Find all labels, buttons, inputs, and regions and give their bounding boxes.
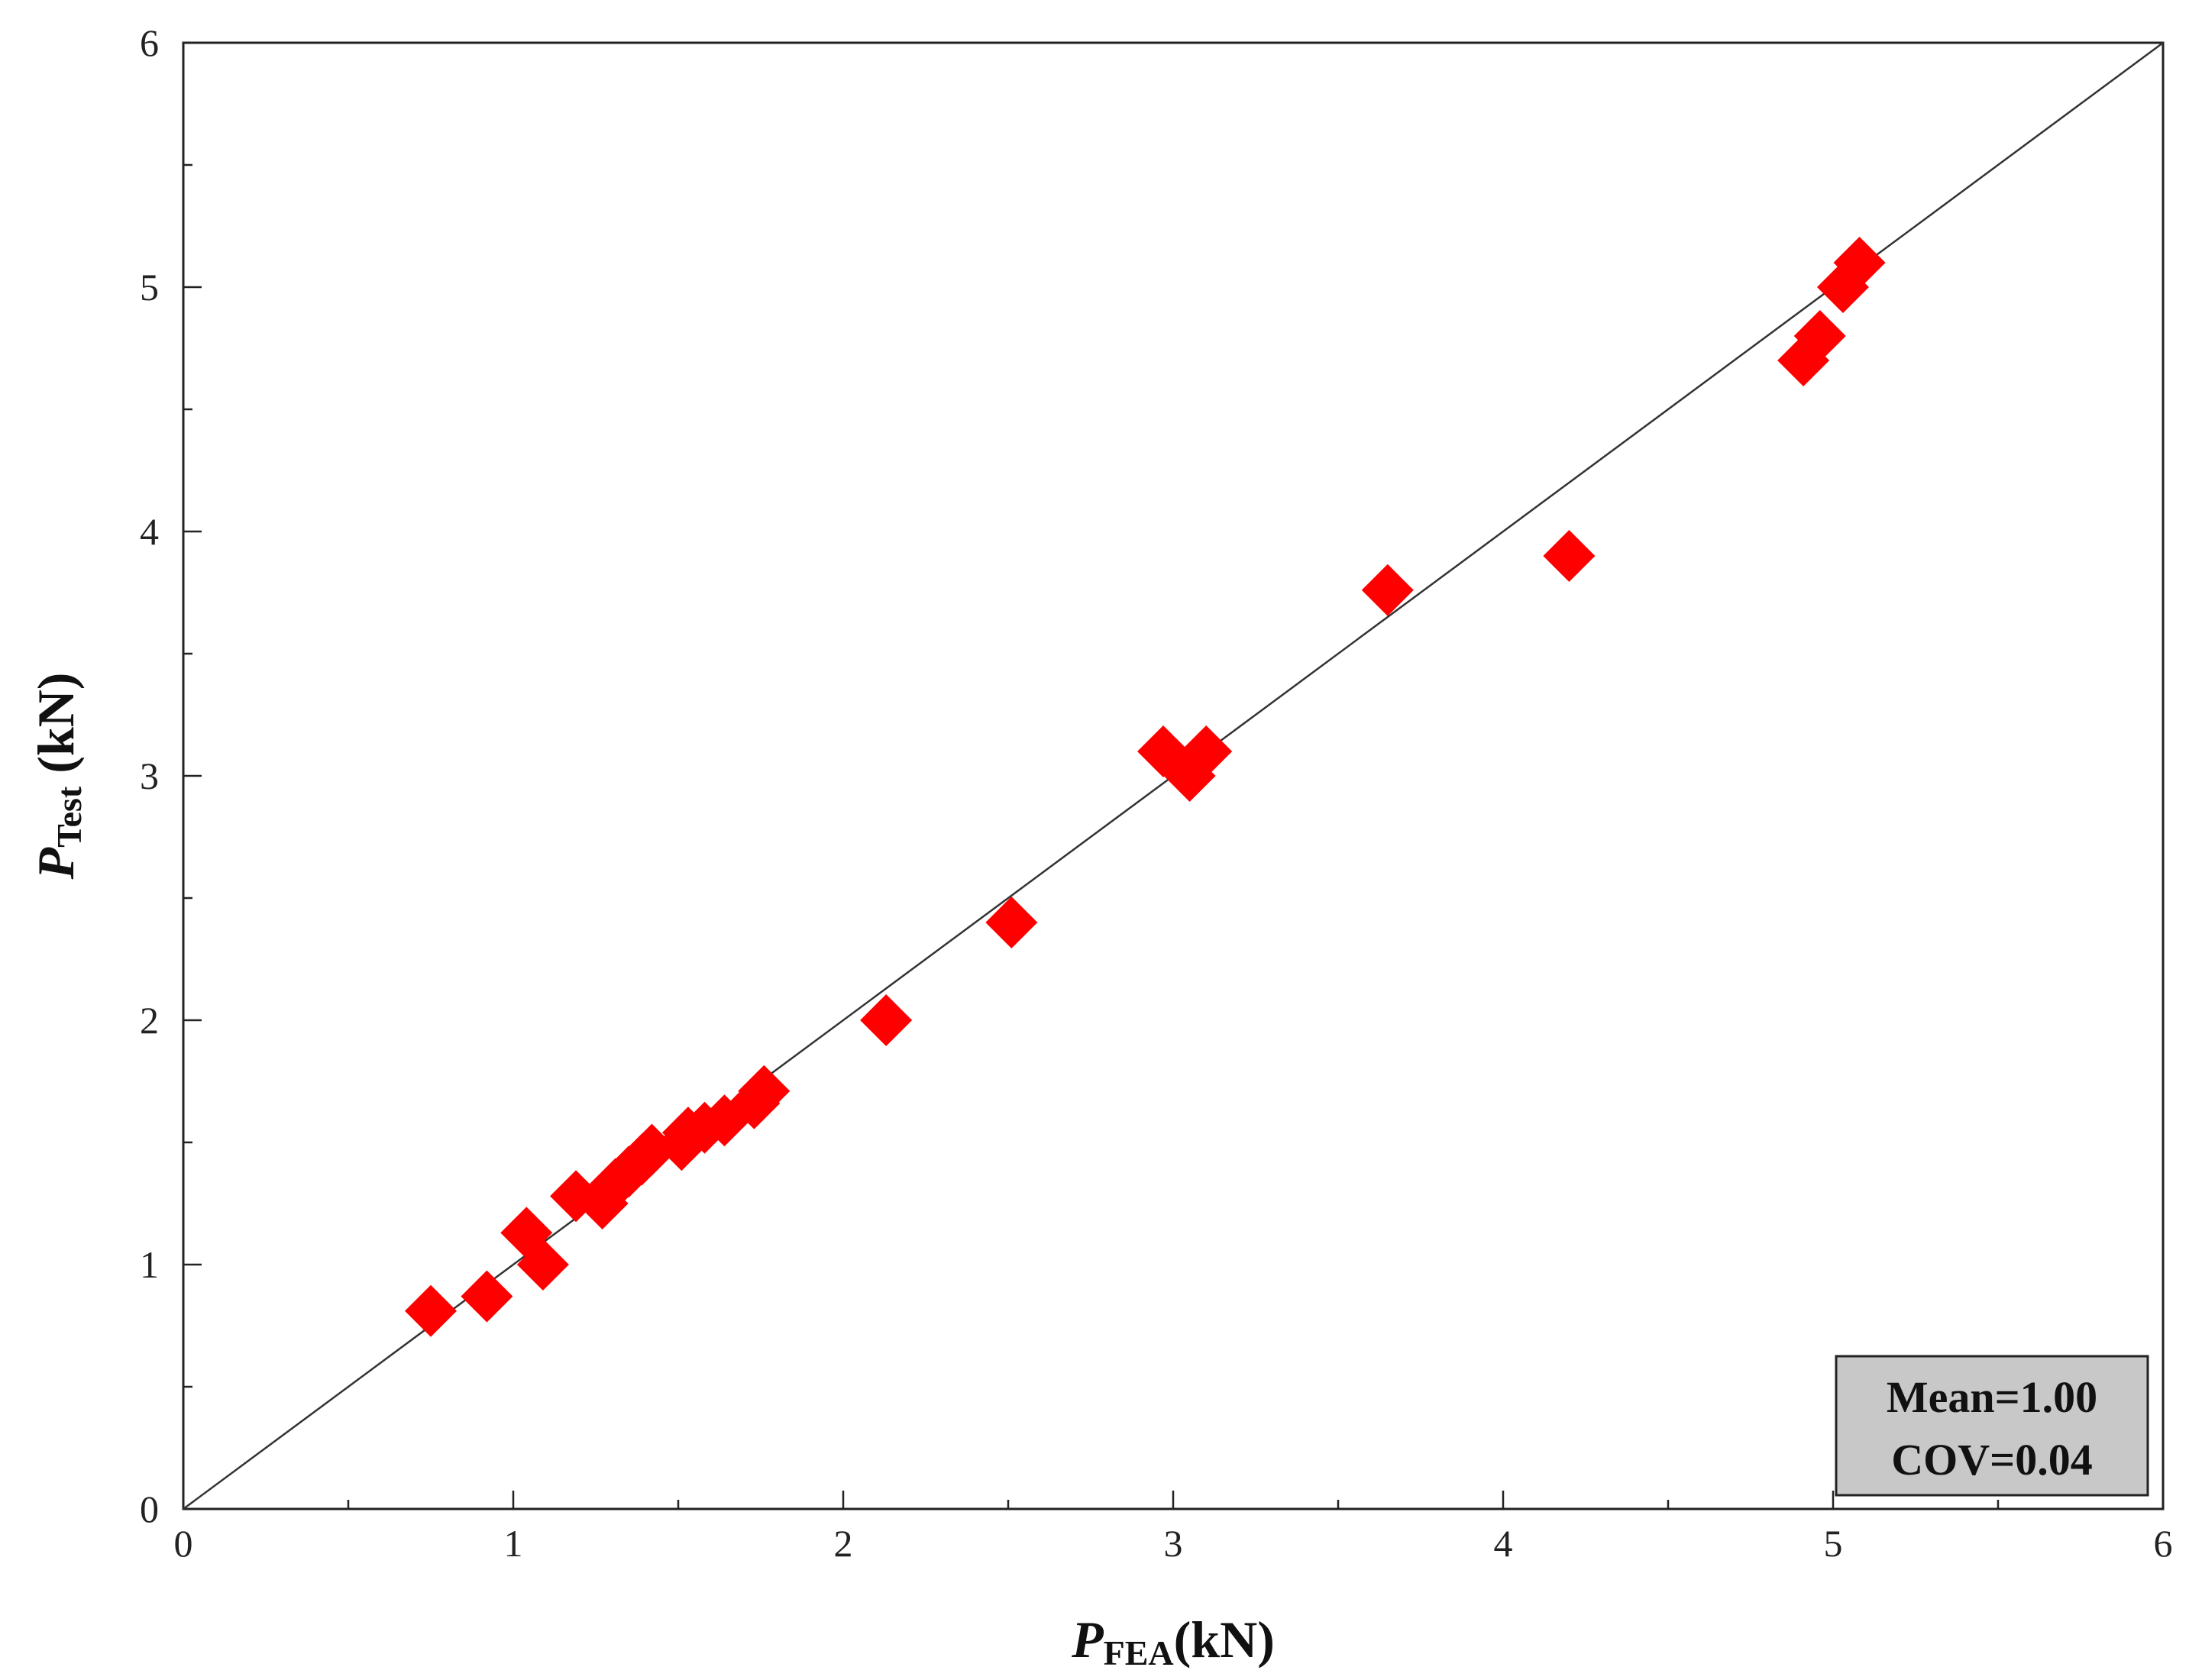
- x-axis-title-unit: (kN): [1174, 1611, 1275, 1669]
- y-tick-label: 4: [140, 510, 159, 553]
- x-axis-title: PFEA(kN): [1071, 1611, 1275, 1672]
- y-axis-title: PTest (kN): [27, 673, 89, 880]
- data-point-diamond: [461, 1270, 513, 1323]
- stats-box: Mean=1.00 COV=0.04: [1835, 1355, 2149, 1497]
- data-point-diamond: [985, 897, 1038, 948]
- y-tick-label: 6: [140, 21, 159, 64]
- x-tick-label: 3: [1164, 1522, 1183, 1565]
- stats-box-background: [1835, 1355, 2149, 1497]
- x-tick-label: 4: [1494, 1522, 1513, 1565]
- y-axis-title-unit: (kN): [27, 673, 85, 787]
- data-point-diamond: [1543, 530, 1596, 582]
- y-tick-label: 3: [140, 754, 159, 797]
- x-tick-label: 0: [174, 1522, 193, 1565]
- axis-tick-labels: 0 1 2 3 4 5 6 0 1 2 3 4 5 6: [140, 21, 2173, 1565]
- y-axis-title-main: P: [27, 847, 85, 880]
- data-point-diamond: [1361, 564, 1414, 616]
- axis-ticks: [182, 41, 2165, 1510]
- data-point-diamond: [516, 1239, 569, 1291]
- x-tick-label: 5: [1824, 1522, 1843, 1565]
- y-tick-label: 1: [140, 1243, 159, 1286]
- stats-mean: Mean=1.00: [1887, 1372, 2097, 1422]
- data-point-diamond: [1833, 237, 1886, 289]
- y-tick-label: 5: [140, 266, 159, 309]
- stats-cov: COV=0.04: [1891, 1435, 2092, 1485]
- y-tick-label: 2: [140, 999, 159, 1042]
- x-tick-label: 6: [2154, 1522, 2173, 1565]
- x-axis-title-main: P: [1071, 1611, 1104, 1669]
- data-point-diamond: [738, 1065, 791, 1117]
- y-axis-title-subscript: Test: [50, 786, 89, 848]
- x-axis-title-subscript: FEA: [1104, 1633, 1174, 1672]
- data-point-diamond: [405, 1284, 457, 1337]
- data-point-diamond: [1793, 310, 1846, 362]
- x-tick-label: 1: [504, 1522, 523, 1565]
- data-point-diamond: [1180, 725, 1233, 777]
- data-points: [405, 237, 1886, 1337]
- y-tick-label: 0: [140, 1488, 159, 1530]
- x-tick-label: 2: [834, 1522, 853, 1565]
- data-point-diamond: [860, 994, 913, 1046]
